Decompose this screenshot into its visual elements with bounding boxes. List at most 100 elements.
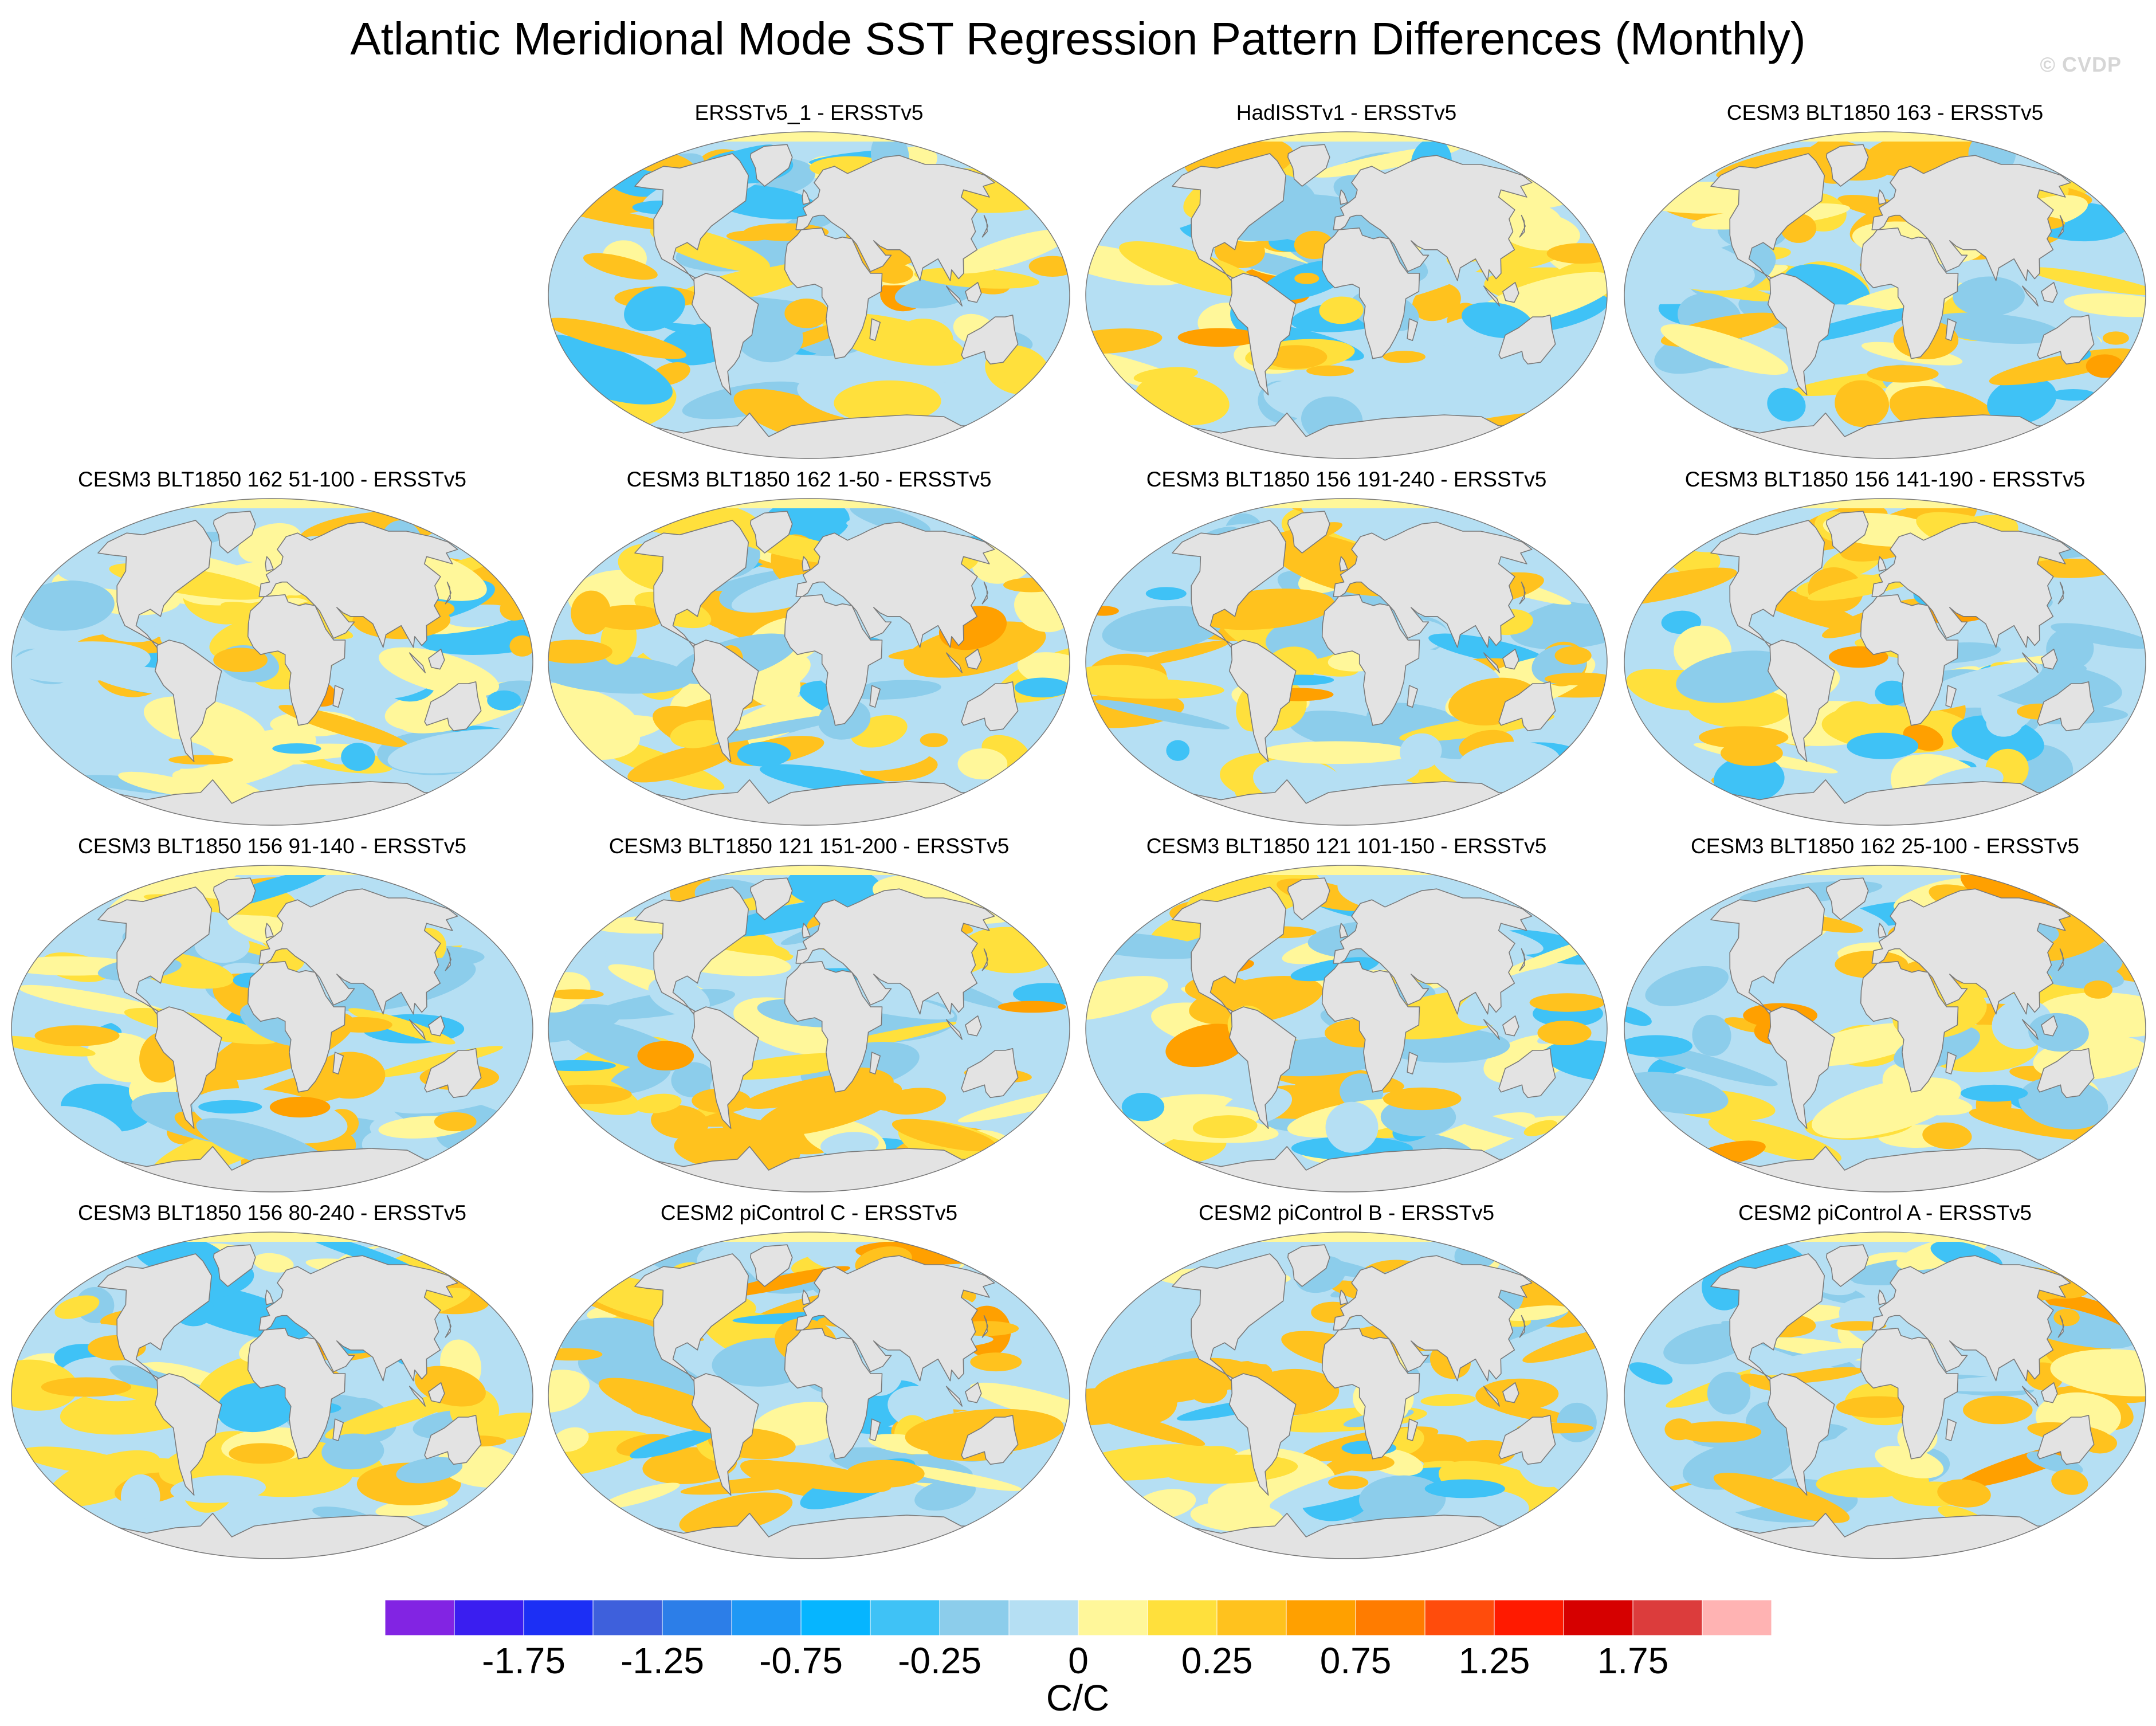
map-border (1085, 865, 1608, 1192)
map-panel: CESM3 BLT1850 156 91-140 - ERSSTv5 (9, 834, 536, 1195)
sst-difference-map (11, 498, 533, 826)
land-mask (1710, 1244, 2095, 1559)
map-border (11, 1231, 533, 1559)
colorbar-tick-label: 0.25 (1181, 1640, 1253, 1681)
map-panel: CESM3 BLT1850 162 51-100 - ERSSTv5 (9, 467, 536, 828)
colorbar-box (800, 1599, 871, 1636)
colorbar-box (1632, 1599, 1703, 1636)
land-mask (97, 511, 482, 825)
map-panel: CESM3 BLT1850 156 141-190 - ERSSTv5 (1621, 467, 2149, 828)
colorbar-box (1286, 1599, 1356, 1636)
sst-difference-map (1085, 498, 1608, 826)
panel-title: CESM3 BLT1850 163 - ERSSTv5 (1726, 101, 2044, 124)
map-border (1624, 1231, 2146, 1559)
sst-difference-map (1624, 865, 2146, 1192)
panel-title: HadISSTv1 - ERSSTv5 (1236, 101, 1457, 124)
panel-title: CESM2 piControl A - ERSSTv5 (1738, 1201, 2032, 1225)
land-mask (634, 144, 1019, 458)
colorbar-box (939, 1599, 1010, 1636)
colorbar-boxes (384, 1599, 1772, 1636)
colorbar-box (662, 1599, 732, 1636)
colorbar-box (1147, 1599, 1218, 1636)
map-panel: CESM2 piControl B - ERSSTv5 (1083, 1201, 1610, 1562)
map-border (1624, 865, 2146, 1192)
sst-difference-map (1624, 131, 2146, 459)
colorbar-box (1008, 1599, 1079, 1636)
sst-difference-map (1085, 131, 1608, 459)
panel-title: CESM3 BLT1850 156 191-240 - ERSSTv5 (1146, 468, 1547, 491)
colorbar-box (1563, 1599, 1633, 1636)
colorbar-tick-label: -0.25 (898, 1640, 981, 1681)
land-mask (634, 511, 1019, 825)
sst-difference-map (1624, 1231, 2146, 1559)
map-border (1085, 498, 1608, 826)
map-border (548, 131, 1070, 459)
map-panel: CESM3 BLT1850 162 1-50 - ERSSTv5 (545, 467, 1073, 828)
land-mask (97, 1244, 482, 1559)
map-border (548, 498, 1070, 826)
panel-title: CESM3 BLT1850 162 1-50 - ERSSTv5 (626, 468, 992, 491)
map-border (11, 498, 533, 826)
panel-title: CESM3 BLT1850 156 91-140 - ERSSTv5 (78, 834, 466, 858)
colorbar-tick-label: -1.25 (621, 1640, 704, 1681)
panel-title: CESM3 BLT1850 121 151-200 - ERSSTv5 (608, 834, 1010, 858)
colorbar-box (731, 1599, 802, 1636)
sst-difference-map (548, 131, 1070, 459)
map-panel: CESM3 BLT1850 121 101-150 - ERSSTv5 (1083, 834, 1610, 1195)
colorbar-tick-label: 1.25 (1459, 1640, 1530, 1681)
colorbar-box (1078, 1599, 1148, 1636)
colorbar-box (384, 1599, 455, 1636)
colorbar-tick-label: -1.75 (482, 1640, 565, 1681)
map-border (548, 865, 1070, 1192)
anomaly-field (11, 865, 533, 1180)
land-mask (1710, 144, 2095, 458)
sst-difference-map (548, 865, 1070, 1192)
land-mask (634, 1244, 1019, 1559)
panel-title: CESM3 BLT1850 121 101-150 - ERSSTv5 (1146, 834, 1547, 858)
colorbar-tick-label: 0.75 (1320, 1640, 1392, 1681)
land-mask (634, 877, 1019, 1192)
map-panel: CESM3 BLT1850 156 191-240 - ERSSTv5 (1083, 467, 1610, 828)
map-panel: CESM3 BLT1850 163 - ERSSTv5 (1621, 100, 2149, 461)
colorbar-units: C/C (1046, 1677, 1109, 1719)
colorbar-tick-label: 1.75 (1597, 1640, 1669, 1681)
land-mask (1710, 877, 2095, 1192)
panel-title: CESM3 BLT1850 162 25-100 - ERSSTv5 (1691, 834, 2079, 858)
panel-title: CESM2 piControl C - ERSSTv5 (660, 1201, 958, 1225)
colorbar-tick-label: -0.75 (759, 1640, 843, 1681)
map-panel: CESM3 BLT1850 121 151-200 - ERSSTv5 (545, 834, 1073, 1195)
map-border (1624, 498, 2146, 826)
sst-difference-map (1624, 498, 2146, 826)
panel-title: ERSSTv5_1 - ERSSTv5 (694, 101, 924, 124)
map-panel: CESM3 BLT1850 162 25-100 - ERSSTv5 (1621, 834, 2149, 1195)
sst-difference-map (11, 1231, 533, 1559)
colorbar-box (1494, 1599, 1564, 1636)
sst-difference-map (548, 498, 1070, 826)
map-border (1085, 131, 1608, 459)
sst-difference-map (548, 1231, 1070, 1559)
map-border (1085, 1231, 1608, 1559)
colorbar-box (523, 1599, 594, 1636)
sst-difference-map (1085, 1231, 1608, 1559)
colorbar-box (1702, 1599, 1772, 1636)
land-mask (97, 877, 482, 1192)
map-panel: CESM2 piControl C - ERSSTv5 (545, 1201, 1073, 1562)
sst-difference-map (1085, 865, 1608, 1192)
colorbar-box (870, 1599, 940, 1636)
panel-title: CESM3 BLT1850 156 141-190 - ERSSTv5 (1684, 468, 2086, 491)
colorbar-box (1216, 1599, 1287, 1636)
colorbar-tick-label: 0 (1068, 1640, 1089, 1681)
map-panel: CESM2 piControl A - ERSSTv5 (1621, 1201, 2149, 1562)
map-border (548, 1231, 1070, 1559)
map-border (1624, 131, 2146, 459)
map-panel: ERSSTv5_1 - ERSSTv5 (545, 100, 1073, 461)
colorbar-box (454, 1599, 524, 1636)
panel-title: CESM3 BLT1850 156 80-240 - ERSSTv5 (78, 1201, 466, 1225)
land-mask (1172, 1244, 1556, 1559)
panel-title: CESM2 piControl B - ERSSTv5 (1198, 1201, 1495, 1225)
colorbar-box (592, 1599, 663, 1636)
colorbar-labels: -1.75 -1.25 -0.75 -0.25 0 0.25 0.75 1.25 1.75 (482, 1640, 1668, 1681)
land-mask (1172, 877, 1556, 1192)
colorbar-box (1355, 1599, 1425, 1636)
